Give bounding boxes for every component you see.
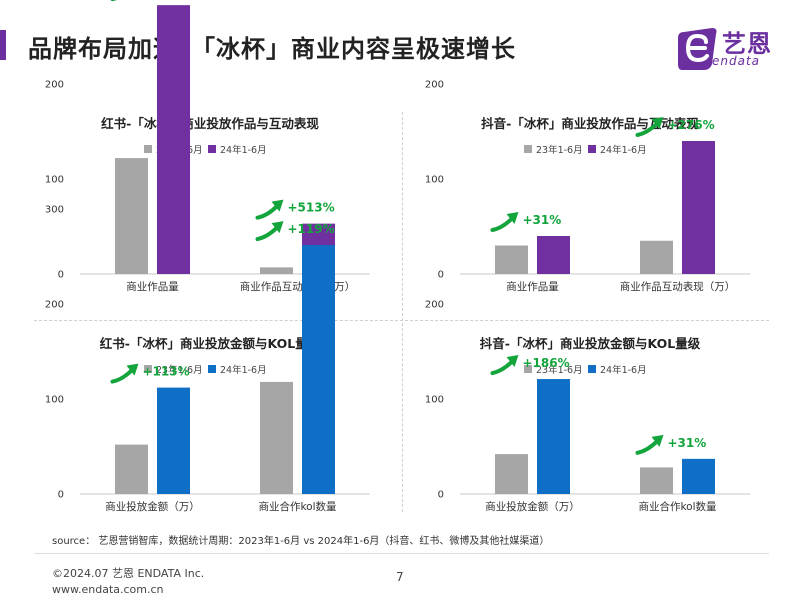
bar-2023 (495, 245, 528, 274)
growth-label: +276% (668, 118, 715, 132)
growth-arrowhead-icon (651, 434, 664, 447)
y-tick-label: 200 (45, 80, 64, 91)
x-category-label: 商业作品量 (506, 280, 559, 293)
growth-arrow-icon (255, 225, 280, 242)
growth-arrow-icon (490, 216, 515, 232)
legend-swatch (208, 145, 216, 153)
legend-label: 23年1-6月 (156, 364, 203, 376)
growth-arrowhead-icon (271, 199, 284, 212)
bar-2023 (640, 240, 673, 274)
logo-text-cn: 艺恩 (722, 30, 772, 58)
growth-arrow-icon (635, 121, 660, 137)
legend-swatch (144, 365, 152, 373)
chart-title: 抖音-「冰杯」商业投放金额与KOL量级 (480, 336, 701, 351)
bar-2023 (115, 444, 148, 494)
legend-swatch (524, 365, 532, 373)
y-tick-label: 200 (425, 300, 444, 311)
growth-label: +31% (668, 436, 707, 450)
growth-arrowhead-icon (651, 117, 664, 129)
chart-title: 红书-「冰杯」商业投放金额与KOL量级 (100, 336, 321, 351)
panel-divider-vertical (402, 112, 403, 512)
y-tick-label: 0 (438, 490, 444, 501)
title-accent-bar (0, 30, 6, 60)
page-number: 7 (396, 570, 404, 584)
y-tick-label: 0 (58, 490, 64, 501)
y-tick-label: 300 (45, 205, 64, 216)
legend-label: 24年1-6月 (220, 144, 267, 156)
bar-2023 (260, 381, 293, 494)
legend-label: 24年1-6月 (600, 144, 647, 156)
legend-swatch (588, 365, 596, 373)
y-tick-label: 100 (425, 175, 444, 186)
bar-2024 (157, 5, 190, 275)
copyright-text: ©2024.07 艺恩 ENDATA Inc. (52, 567, 205, 580)
source-note: source： 艺恩营销智库，数据统计周期：2023年1-6月 vs 2024年… (52, 536, 550, 547)
chart-title: 红书-「冰杯」商业投放作品与互动表现 (101, 116, 319, 131)
x-category-label: 商业作品量 (126, 280, 179, 293)
chart-svg: 抖音-「冰杯」商业投放作品与互动表现 23年1-6月 24年1-6月 0 100 200 商… (425, 80, 750, 293)
bar-2024 (682, 458, 715, 494)
bar-2024 (537, 236, 570, 274)
bar-2024 (302, 245, 335, 494)
legend-swatch (524, 145, 532, 153)
growth-arrow-icon (635, 438, 660, 455)
growth-label: +186% (523, 356, 570, 370)
growth-arrowhead-icon (506, 355, 519, 368)
panel-divider-horizontal (34, 320, 769, 321)
footer-divider (34, 553, 769, 554)
y-tick-label: 100 (45, 175, 64, 186)
bar-2023 (115, 158, 148, 274)
growth-arrowhead-icon (271, 221, 284, 234)
chart-panel-xhs-spend: 红书-「冰杯」商业投放金额与KOL量级 23年1-6月 24年1-6月 0 100 200… (40, 205, 380, 542)
growth-arrowhead-icon (126, 363, 139, 376)
y-tick-label: 100 (425, 395, 444, 406)
x-category-label: 商业投放金额（万） (105, 500, 200, 513)
legend-label: 23年1-6月 (536, 364, 583, 376)
growth-arrowhead-icon (506, 212, 519, 224)
y-tick-label: 100 (45, 395, 64, 406)
legend-label: 24年1-6月 (600, 364, 647, 376)
growth-label: +31% (523, 213, 562, 227)
chart-svg: 红书-「冰杯」商业投放金额与KOL量级 23年1-6月 24年1-6月 0 100 200… (45, 205, 370, 513)
legend-label: 23年1-6月 (536, 144, 583, 156)
bar-2023 (640, 467, 673, 494)
growth-label: +113% (143, 365, 190, 379)
chart-svg: 抖音-「冰杯」商业投放金额与KOL量级 23年1-6月 24年1-6月 0 100 200… (425, 300, 750, 513)
growth-label: +119% (288, 222, 335, 236)
y-tick-label: 0 (438, 270, 444, 281)
bar-2023 (260, 267, 293, 274)
legend-label: 24年1-6月 (220, 364, 267, 376)
endata-logo: 艺恩 endata (676, 24, 776, 74)
growth-arrow-icon (490, 359, 515, 376)
x-category-label: 商业投放金额（万） (485, 500, 580, 513)
bar-2023 (495, 454, 528, 494)
chart-title: 抖音-「冰杯」商业投放作品与互动表现 (481, 116, 699, 131)
legend-swatch (144, 145, 152, 153)
bar-2024 (537, 379, 570, 494)
growth-arrow-icon (255, 203, 280, 220)
x-category-label: 商业合作kol数量 (258, 500, 337, 513)
x-category-label: 商业合作kol数量 (638, 500, 717, 513)
y-tick-label: 200 (45, 300, 64, 311)
legend-swatch (588, 145, 596, 153)
x-category-label: 商业作品互动表现（万） (620, 280, 736, 293)
website-url: www.endata.com.cn (52, 583, 164, 596)
y-tick-label: 0 (58, 270, 64, 281)
growth-label: +513% (288, 201, 335, 215)
growth-arrow-icon (110, 367, 135, 384)
logo-text-en: endata (712, 54, 761, 68)
x-category-label: 商业作品互动表现（万） (240, 280, 356, 293)
bar-2024 (157, 387, 190, 494)
page-title: 品牌布局加速，「冰杯」商业内容呈极速增长 (28, 35, 516, 63)
bar-2024 (682, 141, 715, 274)
chart-panel-douyin-spend: 抖音-「冰杯」商业投放金额与KOL量级 23年1-6月 24年1-6月 0 100 200… (420, 300, 760, 542)
endata-logo-icon (678, 28, 717, 70)
y-tick-label: 200 (425, 80, 444, 91)
legend-swatch (208, 365, 216, 373)
chart-panel-douyin-works: 抖音-「冰杯」商业投放作品与互动表现 23年1-6月 24年1-6月 0 100 200 商… (420, 80, 760, 322)
